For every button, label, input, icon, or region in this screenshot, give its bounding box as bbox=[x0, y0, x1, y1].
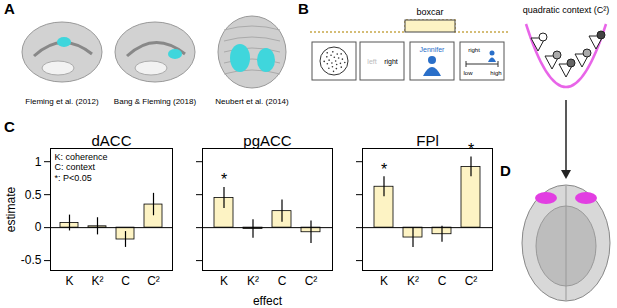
svg-text:Bang & Fleming (2018): Bang & Fleming (2018) bbox=[114, 97, 197, 106]
svg-text:K: K bbox=[220, 274, 228, 288]
svg-text:D: D bbox=[500, 162, 511, 179]
svg-text:right: right bbox=[384, 58, 398, 66]
svg-text:C: C bbox=[121, 274, 130, 288]
svg-text:0.5: 0.5 bbox=[25, 188, 42, 202]
svg-text:*: * bbox=[381, 161, 387, 178]
svg-text:effect: effect bbox=[253, 294, 283, 308]
svg-text:pgACC: pgACC bbox=[243, 132, 292, 149]
svg-text:C²: C² bbox=[305, 274, 318, 288]
svg-text:right: right bbox=[468, 47, 480, 53]
svg-text:Jennifer: Jennifer bbox=[420, 46, 446, 53]
svg-text:FPl: FPl bbox=[416, 132, 439, 149]
svg-text:high: high bbox=[490, 70, 501, 76]
svg-text:low: low bbox=[463, 70, 473, 76]
svg-text:boxcar: boxcar bbox=[416, 7, 443, 17]
svg-text:Fleming et al. (2012): Fleming et al. (2012) bbox=[25, 97, 99, 106]
svg-text:Neubert et al. (2014): Neubert et al. (2014) bbox=[215, 97, 289, 106]
svg-text:estimate: estimate bbox=[4, 187, 18, 233]
svg-text:K: K bbox=[380, 274, 388, 288]
svg-text:K: K bbox=[65, 274, 73, 288]
svg-text:C²: C² bbox=[465, 274, 478, 288]
svg-text:1: 1 bbox=[35, 155, 42, 169]
svg-text:K²: K² bbox=[92, 274, 104, 288]
svg-text:0: 0 bbox=[35, 220, 42, 234]
svg-text:C: C bbox=[4, 118, 15, 135]
svg-text:C: C bbox=[438, 274, 447, 288]
svg-text:K²: K² bbox=[247, 274, 259, 288]
svg-text:-0.5: -0.5 bbox=[21, 253, 42, 267]
svg-text:*: * bbox=[468, 141, 474, 158]
svg-text:B: B bbox=[298, 0, 309, 17]
svg-text:C²: C² bbox=[147, 274, 160, 288]
svg-text:left: left bbox=[367, 58, 376, 65]
svg-text:K²: K² bbox=[407, 274, 419, 288]
svg-text:K: coherenceC: context*: P<0.0: K: coherenceC: context*: P<0.05 bbox=[55, 152, 108, 183]
svg-text:A: A bbox=[4, 0, 15, 17]
svg-text:*: * bbox=[221, 171, 227, 188]
svg-text:dACC: dACC bbox=[91, 132, 131, 149]
svg-text:quadratic context (C²): quadratic context (C²) bbox=[523, 5, 610, 15]
svg-text:C: C bbox=[278, 274, 287, 288]
